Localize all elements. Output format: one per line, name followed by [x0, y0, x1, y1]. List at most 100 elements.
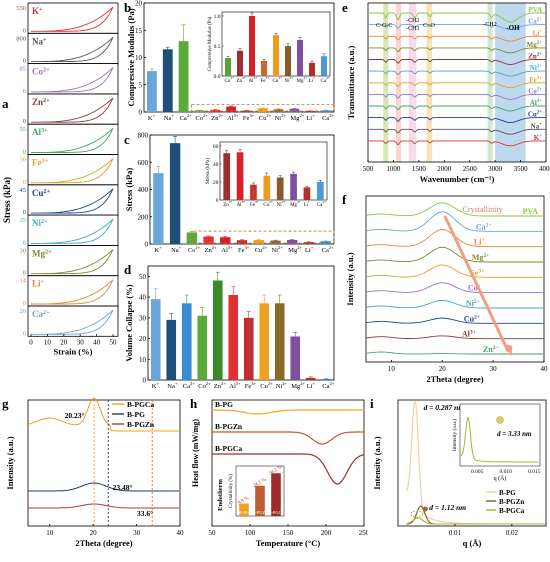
series-label: Ca2+: [528, 18, 542, 26]
series-label: B-PGCa: [215, 444, 242, 453]
y-axis-label: Stress (kPa): [124, 168, 134, 212]
loop-line-2: [31, 67, 114, 93]
series-label: Fe3+: [470, 268, 484, 277]
subplot-ion-label: Cu2+: [32, 188, 51, 198]
y-tick-label: 800: [138, 132, 149, 140]
inset-value-label: 9.9 %: [237, 496, 250, 506]
x-tick-label: 0.02: [506, 529, 519, 537]
ftir-line-0: [368, 12, 546, 23]
y-tick-label: 550: [16, 5, 26, 12]
inset-x-label: Mg2+: [297, 76, 308, 84]
x-category-label: Mg2+: [290, 113, 304, 122]
x-tick-label: 250: [359, 529, 368, 537]
ftir-line-2: [368, 35, 546, 42]
bar: [212, 280, 223, 380]
band-annotation: C=O: [423, 23, 435, 29]
x-category-label: Ca2+: [322, 381, 335, 390]
band-annotation: -CH2: [406, 18, 419, 24]
x-category-label: Co2+: [188, 245, 201, 254]
panel-f: fPVACa2+Li+Mg2+Fe3+Co+Ni2+Cu2+Al3+Zn2+Cr…: [340, 192, 550, 396]
ftir-line-11: [368, 140, 546, 147]
x-tick-label: 50: [110, 338, 118, 346]
x-category-label: Ni2+: [276, 381, 288, 390]
legend-label: B-PGCa: [499, 507, 525, 515]
x-tick-label: 2500: [463, 165, 478, 173]
inset-x-label: Li+: [309, 76, 315, 84]
y-tick-label: 800: [16, 35, 26, 42]
band-annotation: -CH3: [406, 26, 419, 32]
inset-bar: [316, 182, 324, 200]
x-category-label: Co2+: [198, 381, 211, 390]
x-tick-label: 10: [44, 338, 52, 346]
inset-x-label: Li+: [303, 200, 309, 208]
x-category-label: Al3+: [221, 245, 233, 254]
y-tick-label: 14: [20, 278, 27, 285]
y-tick-label: 20: [135, 0, 143, 8]
x-tick-label: 10: [388, 365, 396, 373]
y-tick-label: 10: [139, 356, 147, 364]
x-category-label: Al3+: [227, 113, 239, 122]
inset-x-label: Zn2+: [223, 200, 232, 208]
ftir-line-3: [368, 47, 546, 54]
inset-bar-label: B-PGCa: [268, 510, 283, 515]
x-tick-label: 100: [245, 529, 256, 537]
bar: [289, 108, 300, 112]
bar: [257, 108, 268, 112]
y-tick-label: 30: [20, 247, 27, 254]
panel-i-chart: i d = 0.287 nm d = 1.12 nm d = 3.33 nm 0.005…: [370, 396, 547, 548]
xrd-line-9: [365, 351, 544, 355]
bar: [147, 71, 157, 112]
bar: [228, 295, 239, 380]
legend-label: B-PGZn: [127, 420, 155, 429]
inset-y-tick-label: 20: [213, 180, 219, 186]
inset-bar: [290, 173, 297, 200]
y-tick-label: 20: [20, 308, 27, 315]
series-label: K+: [534, 134, 542, 142]
y-tick-label: 45: [20, 187, 27, 194]
y-axis-label: Compressive Modulus (Pa): [126, 8, 136, 106]
series-label: Cu2+: [528, 111, 542, 119]
inset-x-tick-label: 0.005: [471, 469, 484, 475]
subplot-ion-label: Na+: [32, 36, 47, 46]
subplot-ion-label: Zn2+: [32, 97, 50, 107]
x-category-label: Li+: [306, 113, 315, 122]
series-label: Zn2+: [483, 345, 499, 354]
x-tick-label: 20: [90, 529, 98, 537]
x-category-label: Mg2+: [288, 245, 302, 254]
bar: [236, 240, 248, 244]
inset-bar: [225, 58, 231, 76]
inset-x-axis-label: q (Å): [494, 474, 507, 482]
inset-y-axis-label: Crystallinity (%): [229, 474, 234, 508]
d-spacing-label: d = 0.287 nm: [424, 403, 465, 412]
legend-label: B-PGZn: [499, 498, 524, 506]
x-category-label: Na+: [164, 113, 175, 122]
y-tick-label: 40: [139, 294, 147, 302]
x-category-label: Ca2+: [322, 113, 335, 122]
y-tick-label: 0: [23, 27, 26, 34]
x-category-label: Li+: [307, 381, 316, 390]
y-tick-label: 25: [20, 217, 27, 224]
inset-bar: [309, 62, 315, 76]
bar: [243, 317, 254, 380]
y-axis-label: Intensity (a.u.): [345, 252, 355, 305]
bar: [259, 303, 270, 380]
inset-y-axis-label: Intensity (a.u.): [451, 419, 458, 451]
bar: [169, 143, 181, 244]
x-tick-label: 500: [363, 165, 374, 173]
absorption-band: [426, 3, 433, 162]
legend-label: B-PG: [127, 410, 145, 419]
plot-frame: [147, 265, 335, 381]
bar: [305, 110, 316, 112]
y-tick-label: 0: [23, 88, 26, 95]
subplot-ion-label: K+: [32, 6, 43, 16]
inset-bar: [236, 152, 244, 200]
inset-bar: [250, 184, 257, 200]
subplot-ion-label: Ni2+: [32, 218, 48, 228]
x-category-label: Li+: [305, 245, 314, 254]
bar: [194, 110, 205, 112]
x-axis-label: Strain (%): [54, 346, 93, 356]
band-annotation: -OH: [506, 24, 520, 32]
